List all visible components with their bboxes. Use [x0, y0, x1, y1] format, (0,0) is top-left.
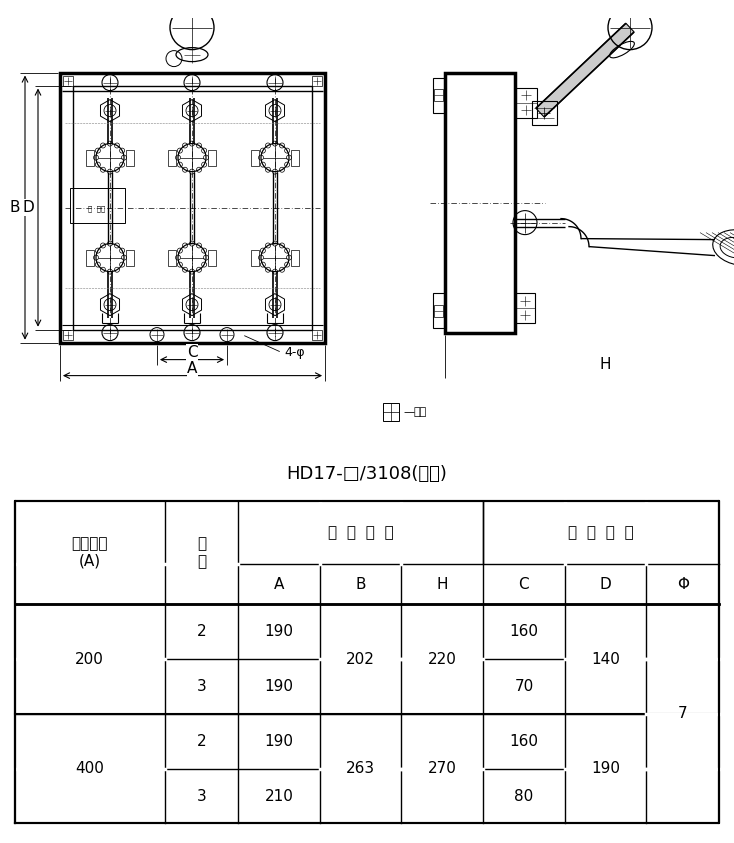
Text: 190: 190: [264, 624, 294, 639]
Text: 图一: 图一: [413, 406, 426, 416]
Text: 190: 190: [264, 733, 294, 749]
Bar: [63, 76, 73, 86]
Polygon shape: [536, 24, 634, 117]
Text: 190: 190: [591, 761, 620, 776]
Bar: [126, 250, 134, 266]
Text: 270: 270: [428, 761, 457, 776]
Text: 3: 3: [197, 788, 206, 803]
Text: 3: 3: [197, 679, 206, 694]
Bar: [251, 250, 259, 266]
Bar: [312, 330, 322, 340]
Bar: [60, 72, 325, 342]
Text: 200: 200: [76, 652, 104, 667]
Text: HD17-□/3108(图一): HD17-□/3108(图一): [286, 464, 448, 483]
Text: 140: 140: [591, 652, 620, 667]
Text: 220: 220: [428, 652, 457, 667]
Bar: [73, 86, 312, 330]
Bar: [312, 76, 322, 86]
Bar: [63, 330, 73, 340]
Text: 210: 210: [264, 788, 294, 803]
Text: 263: 263: [346, 761, 375, 776]
Bar: [515, 88, 537, 118]
Text: 4-φ: 4-φ: [284, 346, 305, 359]
Text: D: D: [600, 577, 611, 592]
Bar: [445, 72, 515, 333]
Bar: [86, 149, 94, 165]
Bar: [208, 250, 216, 266]
Text: 160: 160: [509, 733, 539, 749]
Text: C: C: [519, 577, 529, 592]
Text: 400: 400: [76, 761, 104, 776]
Text: H: H: [437, 577, 448, 592]
Text: H: H: [599, 357, 611, 372]
Bar: [433, 293, 445, 328]
Bar: [126, 149, 134, 165]
Bar: [532, 100, 557, 125]
Bar: [168, 250, 176, 266]
Text: 190: 190: [264, 679, 294, 694]
Text: 202: 202: [346, 652, 375, 667]
Text: 2: 2: [197, 624, 206, 639]
Text: 7: 7: [678, 706, 688, 722]
Bar: [291, 250, 299, 266]
Text: 极
数: 极 数: [197, 537, 206, 569]
Text: 80: 80: [515, 788, 534, 803]
Text: 160: 160: [509, 624, 539, 639]
Bar: [291, 149, 299, 165]
Bar: [251, 149, 259, 165]
Text: B: B: [10, 200, 21, 215]
Text: 安  装  尺  寸: 安 装 尺 寸: [568, 525, 634, 540]
Text: —: —: [403, 406, 414, 416]
Text: Φ: Φ: [677, 577, 689, 592]
Text: A: A: [187, 361, 197, 376]
Bar: [433, 78, 445, 113]
Bar: [86, 250, 94, 266]
Bar: [70, 188, 125, 223]
Bar: [515, 293, 535, 323]
Bar: [383, 403, 399, 421]
Text: 额定电流
(A): 额定电流 (A): [71, 537, 108, 569]
Text: 70: 70: [515, 679, 534, 694]
Text: B: B: [355, 577, 366, 592]
Bar: [168, 149, 176, 165]
Text: 外  型  尺  寸: 外 型 尺 寸: [327, 525, 393, 540]
Text: D: D: [22, 200, 34, 215]
Bar: [434, 304, 443, 317]
Text: C: C: [186, 345, 197, 360]
Text: 刀  熔器: 刀 熔器: [88, 206, 106, 212]
Bar: [434, 89, 443, 100]
Bar: [208, 149, 216, 165]
Text: 2: 2: [197, 733, 206, 749]
Text: A: A: [274, 577, 284, 592]
